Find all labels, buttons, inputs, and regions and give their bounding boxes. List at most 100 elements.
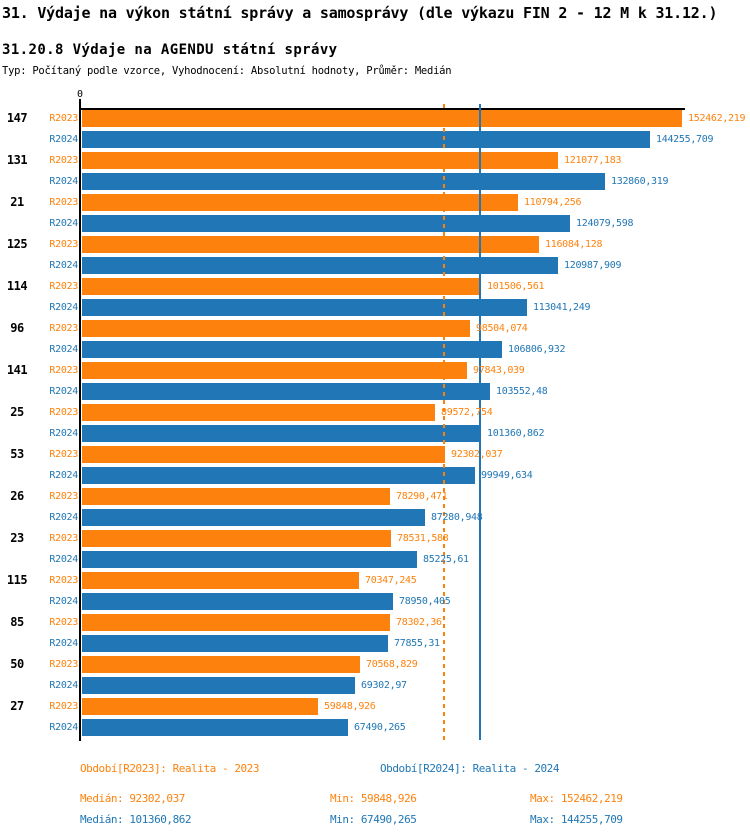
series-tick-label-r2024: R2024 [49,176,78,187]
bar-r2023 [82,194,518,211]
bar-value-label-r2023: 110794,256 [524,197,582,208]
bar-value-label-r2024: 77855,31 [394,638,440,649]
series-tick-label-r2024: R2024 [49,722,78,733]
stat-max-r2024: Max: 144255,709 [530,813,623,826]
series-tick-label-r2023: R2023 [49,701,78,712]
bar-r2024 [82,215,570,232]
bar-r2024 [82,635,388,652]
bar-r2023 [82,488,390,505]
category-label: 50 [10,657,24,671]
bar-r2023 [82,698,318,715]
series-tick-label-r2023: R2023 [49,239,78,250]
series-tick-label-r2024: R2024 [49,386,78,397]
series-tick-label-r2023: R2023 [49,281,78,292]
series-tick-label-r2024: R2024 [49,260,78,271]
bar-value-label-r2023: 59848,926 [324,701,376,712]
series-tick-label-r2024: R2024 [49,302,78,313]
bar-value-label-r2024: 67490,265 [354,722,406,733]
series-tick-label-r2023: R2023 [49,323,78,334]
bar-r2023 [82,446,445,463]
series-tick-label-r2023: R2023 [49,575,78,586]
bar-value-label-r2023: 152462,219 [688,113,746,124]
series-tick-label-r2024: R2024 [49,344,78,355]
series-tick-label-r2024: R2024 [49,596,78,607]
bar-r2024 [82,299,527,316]
series-tick-label-r2023: R2023 [49,113,78,124]
y-axis-line [79,108,81,741]
bar-value-label-r2024: 85225,61 [423,554,469,565]
bar-value-label-r2024: 78950,405 [399,596,451,607]
bar-r2024 [82,131,650,148]
bar-r2023 [82,614,390,631]
bar-r2023 [82,278,481,295]
bar-value-label-r2024: 69302,97 [361,680,407,691]
bar-value-label-r2023: 116084,128 [545,239,603,250]
series-tick-label-r2024: R2024 [49,680,78,691]
bar-r2023 [82,152,558,169]
x-axis-line [80,108,685,110]
series-tick-label-r2023: R2023 [49,533,78,544]
bar-value-label-r2023: 70347,245 [365,575,417,586]
bar-value-label-r2023: 121077,183 [564,155,622,166]
bar-r2024 [82,341,502,358]
series-tick-label-r2024: R2024 [49,428,78,439]
category-label: 85 [10,615,24,629]
chart-meta-line: Typ: Počítaný podle vzorce, Vyhodnocení:… [2,65,452,77]
series-tick-label-r2023: R2023 [49,491,78,502]
series-tick-label-r2023: R2023 [49,155,78,166]
bar-r2024 [82,593,393,610]
section-title: 31.20.8 Výdaje na AGENDU státní správy [2,42,338,58]
legend-r2023: Období[R2023]: Realita - 2023 [80,762,260,775]
bar-value-label-r2023: 101506,561 [487,281,545,292]
x-axis-origin-label: 0 [76,89,84,100]
stat-min-r2023: Min: 59848,926 [330,792,417,805]
bar-value-label-r2024: 144255,709 [656,134,714,145]
bar-value-label-r2024: 120987,909 [564,260,622,271]
stat-median-r2024: Medián: 101360,862 [80,813,192,826]
bar-value-label-r2023: 78290,471 [396,491,448,502]
bar-value-label-r2024: 101360,862 [487,428,545,439]
category-label: 96 [10,321,24,335]
bar-value-label-r2023: 78531,588 [397,533,449,544]
category-label: 131 [6,153,28,167]
series-tick-label-r2024: R2024 [49,554,78,565]
median-line-r2023 [443,104,445,740]
category-label: 114 [6,279,28,293]
bar-r2024 [82,257,558,274]
bar-r2024 [82,677,355,694]
bar-value-label-r2024: 106806,932 [508,344,566,355]
series-tick-label-r2024: R2024 [49,512,78,523]
series-tick-label-r2023: R2023 [49,659,78,670]
series-tick-label-r2024: R2024 [49,638,78,649]
bar-r2024 [82,383,490,400]
series-tick-label-r2024: R2024 [49,218,78,229]
bar-r2024 [82,551,417,568]
bar-value-label-r2023: 97843,039 [473,365,525,376]
bar-r2023 [82,530,391,547]
series-tick-label-r2024: R2024 [49,470,78,481]
report-title: 31. Výdaje na výkon státní správy a samo… [2,4,718,22]
bar-value-label-r2024: 113041,249 [533,302,591,313]
bar-value-label-r2023: 98504,074 [476,323,528,334]
bar-r2024 [82,467,475,484]
category-label: 53 [10,447,24,461]
category-label: 21 [10,195,24,209]
series-tick-label-r2024: R2024 [49,134,78,145]
stat-median-r2023: Medián: 92302,037 [80,792,185,805]
bar-value-label-r2024: 132860,319 [611,176,669,187]
category-label: 115 [6,573,28,587]
series-tick-label-r2023: R2023 [49,407,78,418]
legend-r2024: Období[R2024]: Realita - 2024 [380,762,560,775]
bar-value-label-r2024: 124079,598 [576,218,634,229]
category-label: 147 [6,111,28,125]
bar-value-label-r2023: 70568,829 [366,659,418,670]
bar-r2023 [82,320,470,337]
bar-r2023 [82,110,682,127]
bar-value-label-r2024: 87280,948 [431,512,483,523]
bar-r2024 [82,425,481,442]
bar-value-label-r2024: 99949,634 [481,470,533,481]
stat-min-r2024: Min: 67490,265 [330,813,417,826]
x-axis-origin-tick [79,99,81,108]
bar-r2023 [82,572,359,589]
bar-value-label-r2023: 78302,36 [396,617,442,628]
